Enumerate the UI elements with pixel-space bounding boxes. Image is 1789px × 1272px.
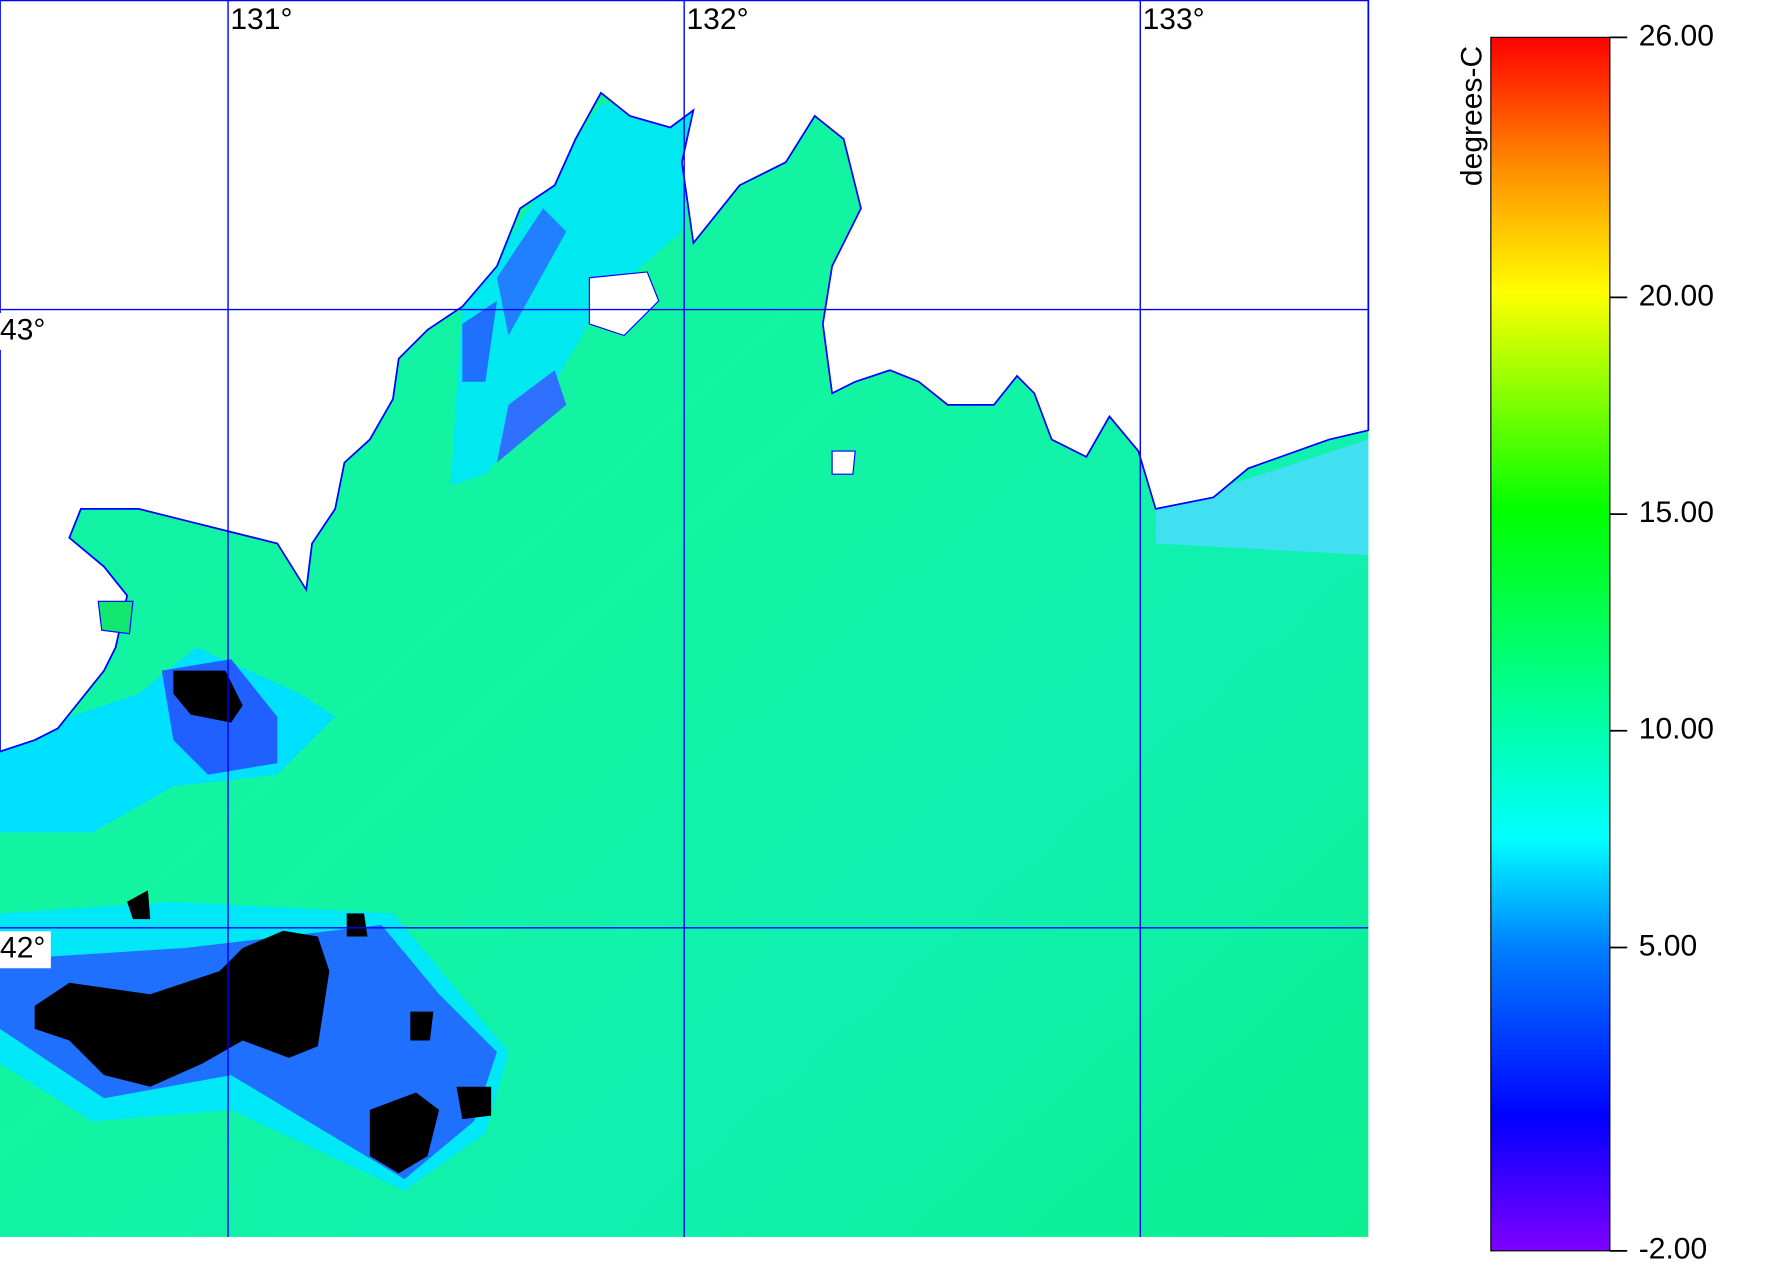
colorbar-label: degrees-C: [1455, 46, 1488, 186]
lon-label: 131°: [230, 3, 292, 36]
lon-label: 132°: [686, 3, 748, 36]
colorbar-tick-label: 5.00: [1639, 929, 1697, 962]
colorbar-tick-label: 10.00: [1639, 713, 1714, 746]
colorbar-tick-label: 26.00: [1639, 19, 1714, 52]
lat-label: 42°: [0, 932, 45, 965]
colorbar-tick-label: 20.00: [1639, 279, 1714, 312]
colorbar-tick-label: 15.00: [1639, 496, 1714, 529]
colorbar-tick-label: -2.00: [1639, 1233, 1707, 1266]
lat-label-bg: [0, 312, 51, 350]
graticule: 131° 132° 133° 43° 42°: [0, 0, 1369, 1237]
lat-label-bg: [0, 931, 51, 969]
colorbar: degrees-C 26.00 20.00 15.00 10.00 5.00 -2.00: [1455, 19, 1713, 1265]
lat-label: 43°: [0, 313, 45, 346]
lon-label: 133°: [1143, 3, 1205, 36]
